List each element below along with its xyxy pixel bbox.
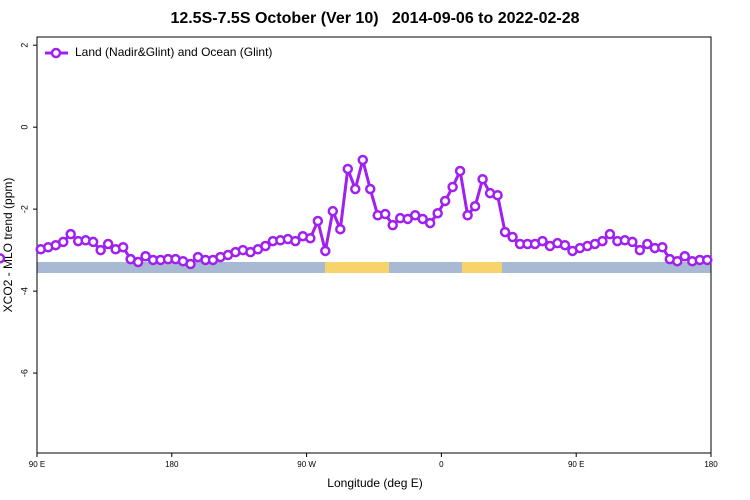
- data-point: [424, 217, 436, 229]
- data-point: [507, 231, 518, 243]
- data-point: [679, 251, 691, 262]
- data-point: [117, 242, 129, 253]
- data-point: [604, 228, 616, 240]
- data-point: [634, 244, 646, 256]
- data-point: [469, 201, 481, 212]
- data-point: [327, 205, 339, 217]
- legend-label: Land (Nadir&Glint) and Ocean (Glint): [75, 45, 272, 59]
- data-point: [597, 235, 608, 247]
- data-point: [365, 183, 376, 195]
- data-point: [57, 236, 69, 248]
- data-point: [357, 154, 369, 166]
- x-tick-label: 180: [704, 460, 718, 469]
- data-point: [499, 226, 511, 238]
- y-axis-label: XCO2 - MLO trend (ppm): [1, 178, 15, 313]
- data-point: [627, 236, 638, 248]
- data-point: [335, 223, 346, 235]
- data-point: [342, 163, 354, 175]
- y-tick-label: 2: [19, 43, 29, 48]
- land-strip: [462, 262, 502, 273]
- y-tick-label: -6: [19, 369, 29, 377]
- data-point: [185, 258, 196, 270]
- x-tick-label: 90 E: [29, 460, 45, 469]
- data-point: [350, 183, 361, 195]
- data-point: [559, 239, 571, 251]
- data-point: [102, 238, 114, 250]
- data-point: [95, 244, 106, 256]
- data-point: [65, 228, 76, 240]
- data-point: [657, 242, 668, 253]
- x-tick-label: 0: [439, 460, 444, 469]
- y-tick-label: -4: [19, 287, 29, 295]
- data-point: [320, 245, 331, 257]
- data-point: [447, 181, 458, 193]
- data-point: [642, 238, 653, 250]
- data-point: [379, 208, 391, 220]
- data-point: [305, 232, 316, 244]
- data-point: [387, 219, 398, 231]
- data-point: [454, 165, 466, 177]
- data-point: [260, 240, 271, 252]
- data-point: [492, 189, 503, 201]
- data-point: [417, 213, 428, 225]
- data-point: [477, 173, 488, 185]
- y-tick-label: -2: [19, 205, 29, 213]
- x-axis-label: Longitude (deg E): [327, 476, 422, 490]
- data-point: [87, 236, 99, 248]
- y-tick-label: 0: [19, 125, 29, 130]
- chart-title: 12.5S-7.5S October (Ver 10) 2014-09-06 t…: [170, 10, 579, 27]
- legend-marker: [50, 47, 62, 59]
- data-point: [462, 210, 473, 221]
- data-point: [702, 254, 713, 266]
- data-point: [439, 195, 451, 207]
- data-point: [312, 215, 324, 227]
- plot-frame: [36, 36, 712, 454]
- x-tick-label: 90 E: [568, 460, 584, 469]
- x-tick-label: 90 W: [297, 460, 316, 469]
- data-point: [290, 235, 301, 247]
- data-point: [132, 256, 144, 268]
- x-tick-label: 180: [165, 460, 179, 469]
- data-point: [672, 255, 683, 267]
- data-point: [537, 235, 548, 247]
- data-point: [432, 207, 443, 219]
- data-point: [0, 253, 6, 264]
- land-strip: [325, 262, 389, 273]
